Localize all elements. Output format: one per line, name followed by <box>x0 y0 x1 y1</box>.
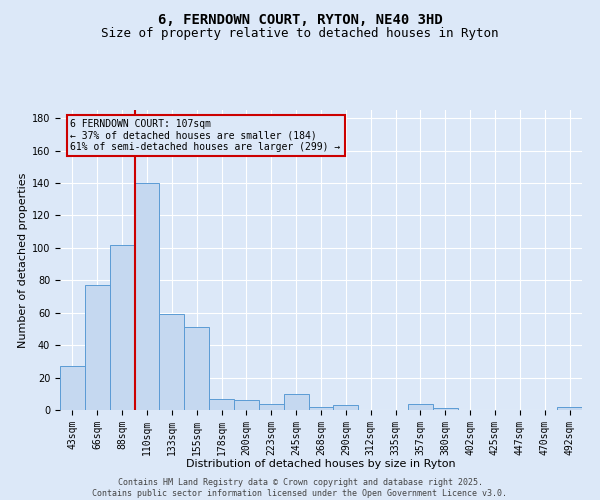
Bar <box>85 285 110 410</box>
Bar <box>60 366 85 410</box>
Bar <box>160 314 184 410</box>
Bar <box>209 398 234 410</box>
Bar <box>408 404 433 410</box>
Bar <box>234 400 259 410</box>
Bar <box>110 244 134 410</box>
Text: 6, FERNDOWN COURT, RYTON, NE40 3HD: 6, FERNDOWN COURT, RYTON, NE40 3HD <box>158 12 442 26</box>
X-axis label: Distribution of detached houses by size in Ryton: Distribution of detached houses by size … <box>186 459 456 469</box>
Bar <box>334 405 358 410</box>
Text: Contains HM Land Registry data © Crown copyright and database right 2025.
Contai: Contains HM Land Registry data © Crown c… <box>92 478 508 498</box>
Bar <box>308 407 334 410</box>
Y-axis label: Number of detached properties: Number of detached properties <box>17 172 28 348</box>
Bar <box>433 408 458 410</box>
Bar <box>259 404 284 410</box>
Bar <box>184 328 209 410</box>
Text: 6 FERNDOWN COURT: 107sqm
← 37% of detached houses are smaller (184)
61% of semi-: 6 FERNDOWN COURT: 107sqm ← 37% of detach… <box>70 119 341 152</box>
Text: Size of property relative to detached houses in Ryton: Size of property relative to detached ho… <box>101 28 499 40</box>
Bar <box>284 394 308 410</box>
Bar <box>134 183 160 410</box>
Bar <box>557 407 582 410</box>
